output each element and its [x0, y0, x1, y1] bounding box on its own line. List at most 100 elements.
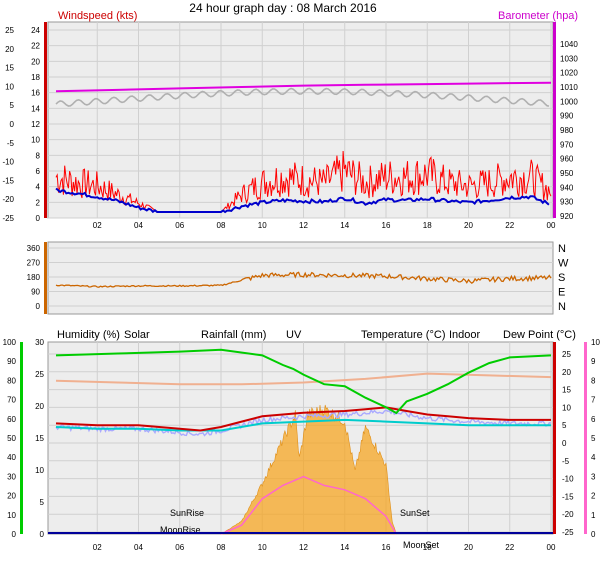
wind-x-tick: 00: [547, 221, 556, 230]
humidity-y-tick: 60: [7, 415, 16, 424]
uv-axis-bar: [584, 342, 587, 534]
compass-label: N: [558, 243, 566, 255]
wind-x-tick: 14: [340, 221, 349, 230]
legend-item: Indoor: [449, 329, 481, 341]
direction-plot-area: [47, 241, 554, 315]
humidity-y-tick: 10: [7, 511, 16, 520]
barometer-y-tick: 980: [560, 126, 574, 135]
legend-item: UV: [286, 329, 302, 341]
temperature-axis-bar: [553, 342, 556, 534]
dewpoint-line: [55, 418, 551, 432]
direction-y-tick: 0: [36, 302, 41, 311]
temp-x-tick: 10: [258, 543, 267, 552]
uv-y-tick: 6: [591, 415, 596, 424]
wind-x-tick: 22: [505, 221, 514, 230]
uv-line: [220, 475, 397, 535]
temperature-y-tick: -5: [562, 457, 570, 466]
uv-y-tick: 10: [591, 338, 600, 347]
barometer-y-tick: 960: [560, 155, 574, 164]
windspeed-y-tick: 10: [31, 136, 40, 145]
moonrise-label: MoonRise: [160, 525, 201, 535]
aux-y-tick: 0: [10, 120, 15, 129]
windspeed-y-tick: 4: [36, 183, 41, 192]
rain-y-tick: 5: [40, 498, 45, 507]
windspeed-y-tick: 20: [31, 57, 40, 66]
humidity-axis-bar: [20, 342, 23, 534]
temperature-y-tick: 10: [562, 403, 571, 412]
temperature-y-tick: 20: [562, 368, 571, 377]
aux-y-tick: 15: [5, 64, 14, 73]
direction-y-tick: 360: [27, 244, 41, 253]
windspeed-y-tick: 16: [31, 89, 40, 98]
indoor-temp-line: [55, 372, 552, 386]
uv-y-tick: 9: [591, 357, 596, 366]
apparent-temp-line: [55, 408, 552, 437]
windspeed-y-tick: 0: [36, 214, 41, 223]
wind-panel: Windspeed (kts) Barometer (hpa) 02 04 06 08…: [2, 10, 578, 230]
temperature-y-tick: 15: [562, 386, 571, 395]
windspeed-y-tick: 14: [31, 104, 40, 113]
sunrise-label: SunRise: [170, 508, 204, 518]
uv-y-tick: 2: [591, 492, 596, 501]
temp-x-tick: 02: [93, 543, 102, 552]
sunset-label: SunSet: [400, 508, 430, 518]
uv-y-tick: 7: [591, 396, 596, 405]
barometer-y-tick: 1010: [560, 83, 578, 92]
humidity-y-tick: 80: [7, 376, 16, 385]
uv-y-tick: 0: [591, 530, 596, 539]
wind-x-tick: 12: [299, 221, 308, 230]
wind-x-tick: 16: [382, 221, 391, 230]
humidity-y-tick: 50: [7, 434, 16, 443]
temp-x-tick: 06: [175, 543, 184, 552]
aux-y-tick: -20: [2, 195, 14, 204]
aux-y-tick: -25: [2, 214, 14, 223]
compass-label: E: [558, 287, 565, 299]
secondary-pressure-trace: [55, 87, 550, 107]
uv-y-tick: 1: [591, 511, 596, 520]
wind-x-tick: 06: [175, 221, 184, 230]
moonset-label: MoonSet: [403, 540, 440, 550]
windspeed-axis-bar: [44, 22, 47, 218]
aux-y-tick: -5: [7, 139, 15, 148]
wind-x-tick: 08: [217, 221, 226, 230]
aux-y-tick: -15: [2, 176, 14, 185]
wind-direction-line: [55, 271, 552, 288]
aux-y-tick: -10: [2, 158, 14, 167]
temp-x-tick: 14: [340, 543, 349, 552]
aux-y-tick: 25: [5, 26, 14, 35]
temperature-y-tick: -10: [562, 475, 574, 484]
humidity-y-tick: 30: [7, 472, 16, 481]
humidity-y-tick: 70: [7, 396, 16, 405]
barometer-y-tick: 1040: [560, 40, 578, 49]
barometer-y-tick: 940: [560, 183, 574, 192]
temp-x-tick: 04: [134, 543, 143, 552]
humidity-y-tick: 20: [7, 492, 16, 501]
wind-x-tick: 18: [423, 221, 432, 230]
humidity-y-tick: 90: [7, 357, 16, 366]
aux-y-tick: 20: [5, 45, 14, 54]
direction-axis-bar: [44, 242, 47, 314]
windspeed-y-tick: 12: [31, 120, 40, 129]
temp-x-tick: 12: [299, 543, 308, 552]
temperature-line: [55, 406, 551, 432]
direction-y-tick: 90: [31, 288, 40, 297]
temp-x-tick: 08: [217, 543, 226, 552]
barometer-line: [55, 81, 552, 93]
temp-x-tick: 20: [464, 543, 473, 552]
temperature-y-tick: 5: [562, 421, 567, 430]
wind-x-tick: 02: [93, 221, 102, 230]
humidity-y-tick: 100: [3, 338, 17, 347]
wind-x-tick: 20: [464, 221, 473, 230]
temp-panel: Humidity (%) Solar Rainfall (mm) UV Temperat…: [3, 329, 601, 552]
legend-item: Rainfall (mm): [201, 329, 266, 341]
legend-item: Solar: [124, 329, 150, 341]
rain-y-tick: 20: [35, 402, 44, 411]
rain-y-tick: 15: [35, 434, 44, 443]
aux-y-tick: 10: [5, 82, 14, 91]
compass-label: S: [558, 272, 565, 284]
legend-item: Humidity (%): [57, 329, 120, 341]
compass-label: N: [558, 301, 566, 313]
rain-y-tick: 30: [35, 338, 44, 347]
